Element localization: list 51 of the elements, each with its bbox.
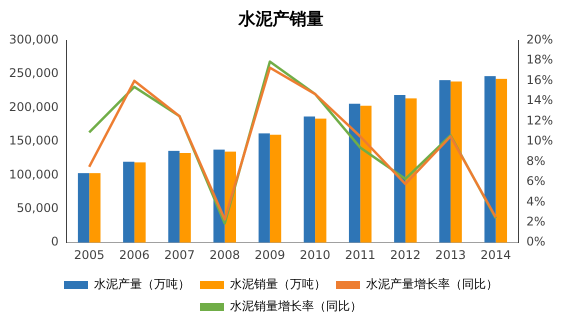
y2-tick-label: 4% — [526, 194, 546, 208]
y2-tick-label: 20% — [526, 32, 553, 47]
legend-label: 水泥销量（万吨） — [230, 277, 326, 292]
y-tick-label: 50,000 — [16, 201, 59, 216]
y-tick-label: 250,000 — [9, 66, 59, 80]
bar — [450, 82, 462, 243]
bar — [168, 150, 180, 243]
y2-tick-label: 2% — [526, 214, 546, 229]
x-tick-label: 2006 — [119, 248, 150, 262]
bar — [348, 104, 360, 243]
y-tick-label: 0 — [50, 234, 59, 249]
y-tick-label: 200,000 — [9, 100, 59, 114]
bar — [315, 118, 326, 243]
x-tick-label: 2011 — [344, 248, 376, 262]
y2-tick-label: 10% — [526, 134, 553, 148]
x-tick-label: 2008 — [209, 248, 240, 262]
bar — [439, 80, 451, 243]
bar — [270, 134, 282, 243]
bar — [304, 116, 316, 243]
bar — [134, 162, 146, 243]
bar — [394, 94, 406, 243]
bar — [258, 133, 270, 243]
y2-tick-label: 12% — [526, 113, 553, 128]
chart-title: 水泥产销量 — [238, 10, 324, 29]
y2-tick-label: 14% — [526, 93, 553, 108]
x-tick-label: 2013 — [435, 248, 466, 262]
y-tick-label: 150,000 — [9, 134, 59, 148]
bar — [180, 152, 191, 243]
y2-tick-label: 16% — [526, 72, 553, 87]
bar — [360, 106, 372, 243]
x-tick-label: 2012 — [390, 248, 421, 262]
x-tick-label: 2014 — [480, 248, 512, 262]
y2-tick-label: 6% — [526, 174, 546, 188]
bar — [496, 78, 508, 243]
y2-tick-label: 18% — [526, 52, 553, 67]
y-tick-label: 100,000 — [9, 167, 59, 182]
y-tick-label: 300,000 — [9, 32, 59, 47]
bar — [78, 173, 90, 243]
x-tick-label: 2007 — [164, 248, 195, 262]
bar — [405, 98, 417, 243]
bar — [89, 173, 100, 243]
legend-label: 水泥产量（万吨） — [94, 277, 190, 292]
x-tick-label: 2005 — [74, 248, 104, 262]
x-tick-label: 2009 — [254, 248, 286, 262]
legend-label: 水泥产量增长率（同比） — [366, 277, 498, 292]
bar — [484, 76, 496, 243]
bar — [123, 162, 134, 243]
y2-tick-label: 8% — [526, 154, 546, 168]
legend-label: 水泥销量增长率（同比） — [230, 299, 362, 314]
x-tick-label: 2010 — [300, 248, 330, 262]
y2-tick-label: 0% — [526, 234, 546, 249]
